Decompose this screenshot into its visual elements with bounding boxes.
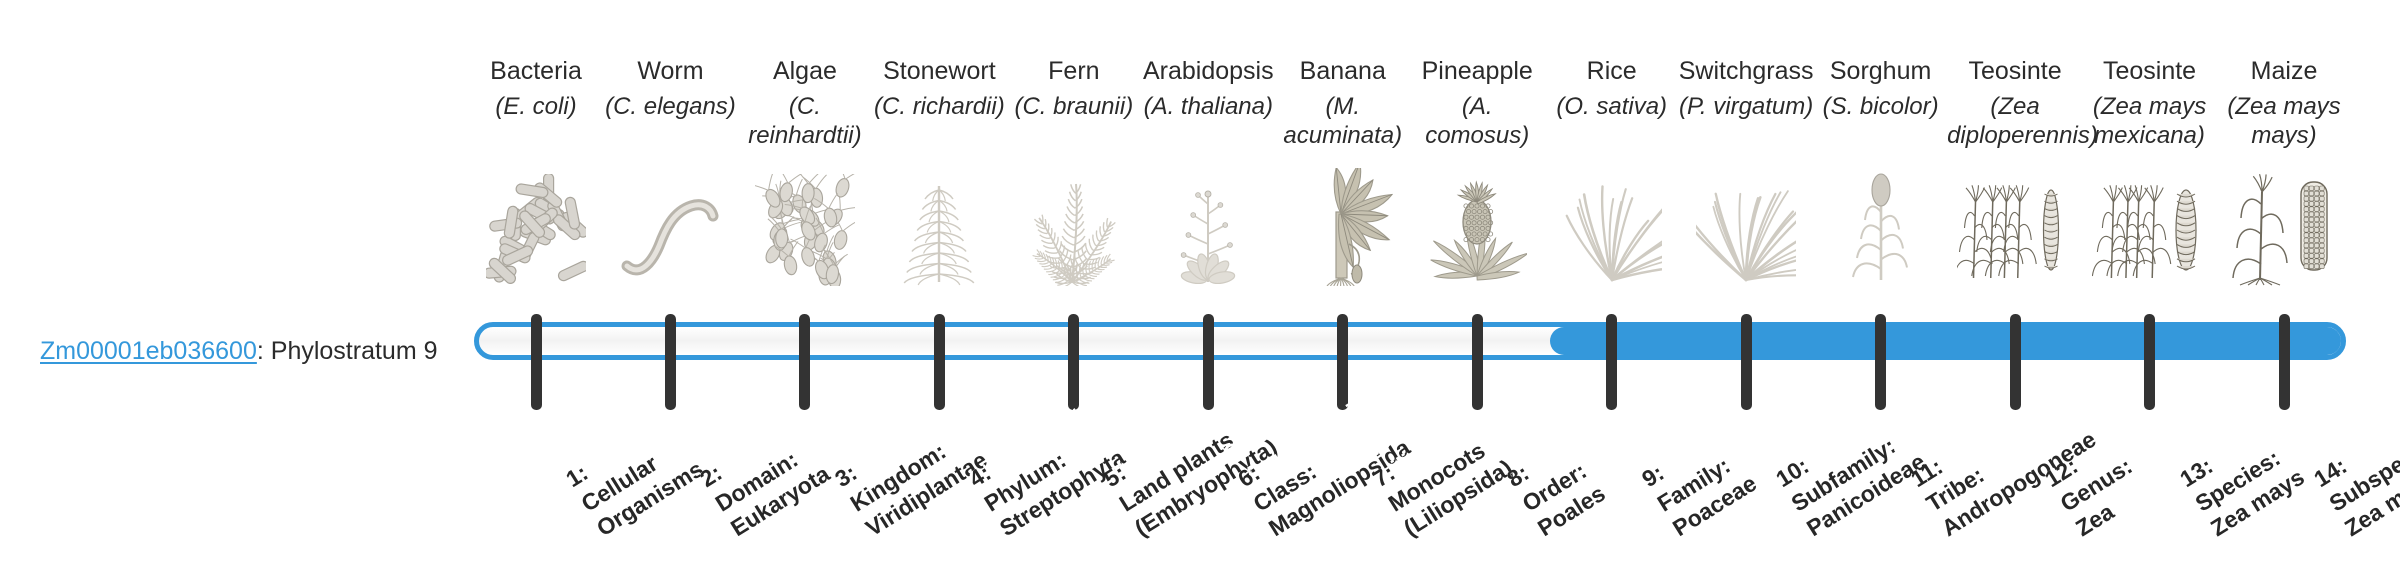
organism-scientific-name: (A. thaliana) — [1143, 93, 1273, 120]
organism-header-fern-4: Fern (C. braunii) — [1006, 56, 1142, 121]
organism-scientific-name: (S. bicolor) — [1822, 93, 1939, 120]
tick-mark-11 — [1875, 314, 1887, 410]
algae-illustration — [737, 168, 873, 286]
tick-mark-1 — [530, 314, 542, 410]
organism-scientific-name: (C. elegans) — [605, 93, 736, 120]
tick-mark-8 — [1471, 314, 1483, 410]
worm-illustration — [602, 168, 738, 286]
organism-header-bacteria-0: Bacteria (E. coli) — [468, 56, 604, 121]
organism-scientific-name: (C. braunii) — [1014, 93, 1134, 120]
organism-header-teosinte-12: Teosinte (Zea mays mexicana) — [2082, 56, 2218, 150]
tick-mark-3 — [799, 314, 811, 410]
rice-illustration — [1544, 168, 1680, 286]
organism-header-algae-2: Algae (C. reinhardtii) — [737, 56, 873, 150]
organism-common-name: Sorghum — [1829, 57, 1932, 85]
organism-scientific-name: (E. coli) — [495, 93, 577, 120]
switchgrass-illustration — [1678, 168, 1814, 286]
organism-common-name: Teosinte — [1968, 57, 2062, 85]
bacteria-illustration — [468, 168, 604, 286]
organism-common-name: Maize — [2250, 57, 2318, 85]
organism-scientific-name: (C. richardii) — [874, 93, 1005, 120]
organism-header-stonewort-3: Stonewort (C. richardii) — [871, 56, 1007, 121]
phylostratum-progress-fill — [1550, 327, 2341, 355]
teosinte-diploperennis-illustration — [1947, 168, 2083, 286]
organism-common-name: Stonewort — [883, 57, 996, 85]
organism-scientific-name: (Zea mays mexicana) — [2092, 93, 2207, 149]
organism-scientific-name: (C. reinhardtii) — [748, 93, 862, 149]
fern-illustration — [1006, 168, 1142, 286]
pineapple-illustration — [1409, 168, 1545, 286]
tick-mark-4 — [933, 314, 945, 410]
organism-header-worm-1: Worm (C. elegans) — [602, 56, 738, 121]
maize-illustration — [2216, 168, 2352, 286]
tick-mark-12 — [2009, 314, 2021, 410]
gene-separator: : — [256, 337, 271, 365]
organism-scientific-name: (P. virgatum) — [1679, 93, 1814, 120]
rank-label-text: 8: Order: Poales — [1502, 457, 1610, 542]
organism-common-name: Pineapple — [1421, 57, 1533, 85]
organism-header-rice-8: Rice (O. sativa) — [1544, 56, 1680, 121]
organism-common-name: Rice — [1586, 57, 1637, 85]
tick-mark-9 — [1606, 314, 1618, 410]
organism-header-pineapple-7: Pineapple (A. comosus) — [1409, 56, 1545, 150]
organism-common-name: Switchgrass — [1678, 57, 1814, 85]
organism-scientific-name: (Zea diploperennis) — [1947, 93, 2098, 149]
tick-mark-14 — [2278, 314, 2290, 410]
organism-common-name: Banana — [1299, 57, 1386, 85]
organism-header-banana-6: Banana (M. acuminata) — [1275, 56, 1411, 150]
tick-mark-6 — [1202, 314, 1214, 410]
organism-scientific-name: (A. comosus) — [1425, 93, 1530, 149]
tick-mark-13 — [2144, 314, 2156, 410]
tick-mark-2 — [664, 314, 676, 410]
organism-scientific-name: (M. acuminata) — [1283, 93, 1403, 149]
stonewort-illustration — [871, 168, 1007, 286]
tick-mark-7 — [1337, 314, 1349, 410]
organism-header-arabidopsis-5: Arabidopsis (A. thaliana) — [1140, 56, 1276, 121]
organism-common-name: Algae — [772, 57, 837, 85]
tick-mark-5 — [1068, 314, 1080, 410]
organism-common-name: Fern — [1048, 57, 1100, 85]
rank-label-text: 9: Family: Poaceae — [1636, 451, 1761, 542]
organism-common-name: Teosinte — [2102, 57, 2197, 85]
organism-common-name: Worm — [637, 57, 704, 85]
organism-header-maize-13: Maize (Zea mays mays) — [2216, 56, 2352, 150]
phylostratum-value-label: Phylostratum 9 — [270, 337, 438, 365]
organism-common-name: Bacteria — [490, 57, 582, 85]
banana-illustration — [1275, 168, 1411, 286]
organism-header-switchgrass-9: Switchgrass (P. virgatum) — [1678, 56, 1814, 121]
sorghum-illustration — [1813, 168, 1949, 286]
organism-common-name: Arabidopsis — [1142, 57, 1274, 85]
arabidopsis-illustration — [1140, 168, 1276, 286]
phylostratum-progress-bar[interactable] — [474, 322, 2346, 360]
organism-scientific-name: (O. sativa) — [1556, 93, 1668, 120]
tick-mark-10 — [1740, 314, 1752, 410]
organism-scientific-name: (Zea mays mays) — [2227, 93, 2341, 149]
organism-header-teosinte-11: Teosinte (Zea diploperennis) — [1947, 56, 2098, 150]
organism-header-sorghum-10: Sorghum (S. bicolor) — [1813, 56, 1949, 121]
gene-phylostratum-label: Zm00001eb036600: Phylostratum 9 — [40, 336, 438, 366]
teosinte-mexicana-illustration — [2082, 168, 2218, 286]
gene-id-link[interactable]: Zm00001eb036600 — [40, 337, 257, 365]
